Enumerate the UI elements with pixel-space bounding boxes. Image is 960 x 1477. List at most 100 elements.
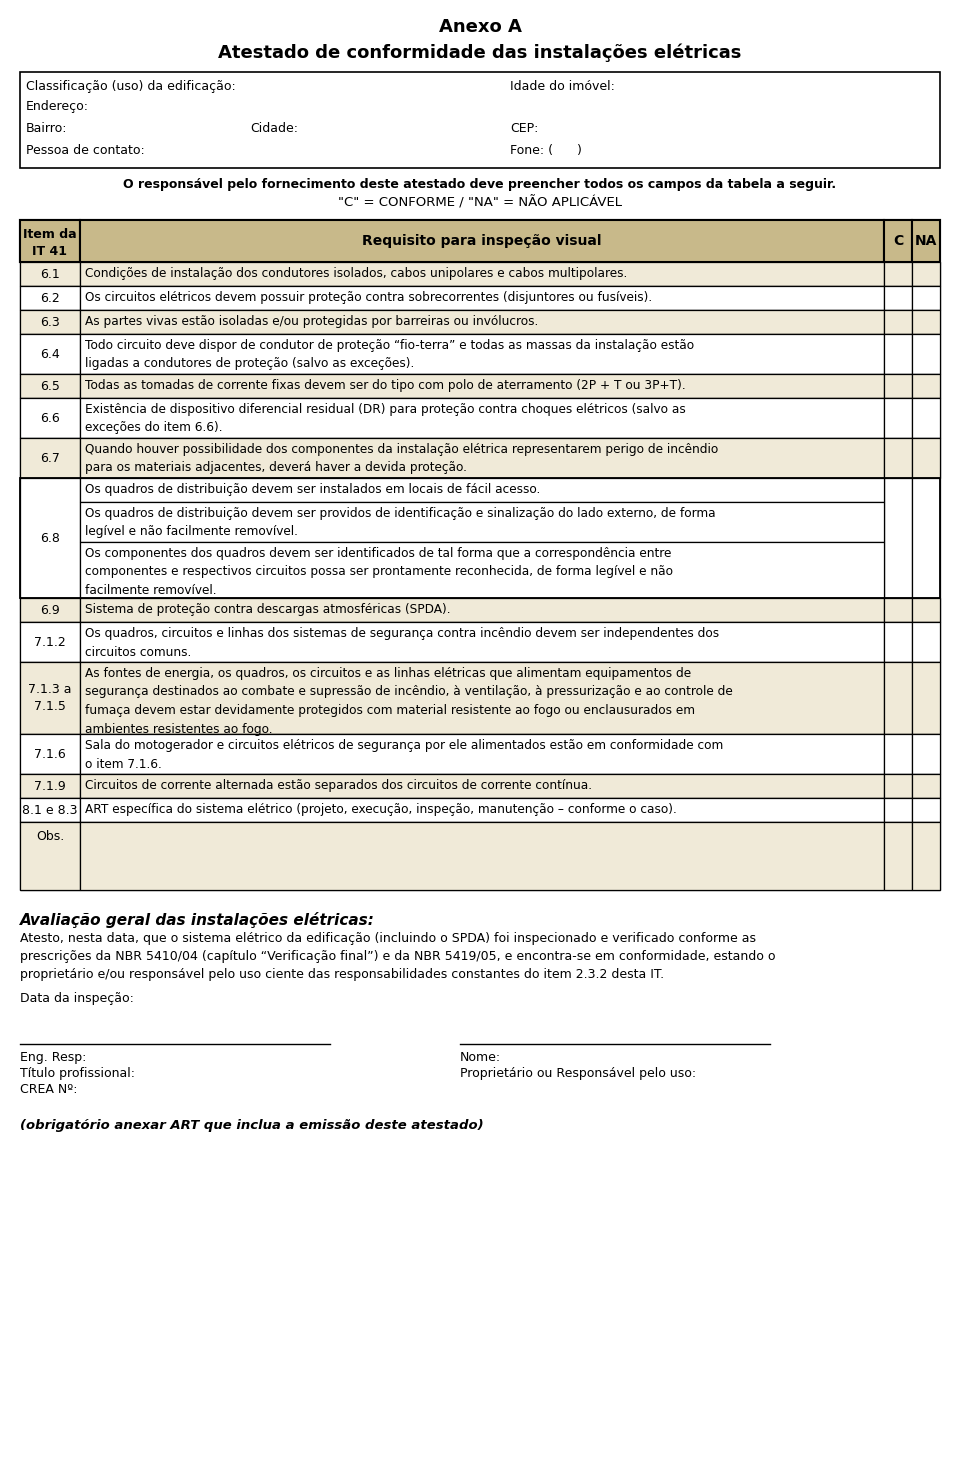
Bar: [884, 397, 912, 439]
Text: Pessoa de contato:: Pessoa de contato:: [26, 143, 145, 157]
Text: Fone: (      ): Fone: ( ): [510, 143, 582, 157]
Text: 6.1: 6.1: [40, 267, 60, 281]
Text: Todo circuito deve dispor de condutor de proteção “fio-terra” e todas as massas : Todo circuito deve dispor de condutor de…: [85, 340, 694, 371]
Text: 6.3: 6.3: [40, 316, 60, 328]
Text: Condições de instalação dos condutores isolados, cabos unipolares e cabos multip: Condições de instalação dos condutores i…: [85, 267, 627, 281]
Bar: [80, 287, 884, 310]
Bar: [80, 823, 884, 891]
Bar: [20, 439, 80, 479]
Bar: [20, 734, 80, 774]
Text: Bairro:: Bairro:: [26, 123, 67, 134]
Bar: [80, 774, 884, 798]
Bar: [20, 287, 80, 310]
Bar: [912, 734, 940, 774]
Bar: [80, 662, 884, 734]
Bar: [80, 502, 884, 542]
Text: Anexo A: Anexo A: [439, 18, 521, 35]
Bar: [20, 220, 940, 261]
Bar: [80, 734, 884, 774]
Text: 7.1.9: 7.1.9: [35, 780, 66, 793]
Bar: [884, 287, 912, 310]
Bar: [912, 374, 940, 397]
Bar: [884, 479, 912, 598]
Text: 7.1.6: 7.1.6: [35, 747, 66, 761]
Text: Os circuitos elétricos devem possuir proteção contra sobrecorrentes (disjuntores: Os circuitos elétricos devem possuir pro…: [85, 291, 652, 304]
Bar: [912, 479, 940, 598]
Bar: [20, 598, 80, 622]
Text: 6.9: 6.9: [40, 604, 60, 616]
Bar: [884, 798, 912, 823]
Bar: [912, 397, 940, 439]
Text: 6.4: 6.4: [40, 347, 60, 360]
Bar: [80, 542, 884, 598]
Text: 6.8: 6.8: [40, 532, 60, 545]
Text: Sistema de proteção contra descargas atmosféricas (SPDA).: Sistema de proteção contra descargas atm…: [85, 603, 450, 616]
Bar: [884, 823, 912, 891]
Bar: [912, 598, 940, 622]
Text: proprietário e/ou responsável pelo uso ciente das responsabilidades constantes d: proprietário e/ou responsável pelo uso c…: [20, 967, 664, 981]
Text: Obs.: Obs.: [36, 830, 64, 843]
Bar: [912, 662, 940, 734]
Bar: [20, 72, 940, 168]
Bar: [912, 220, 940, 261]
Text: Idade do imóvel:: Idade do imóvel:: [510, 80, 614, 93]
Text: Data da inspeção:: Data da inspeção:: [20, 993, 133, 1004]
Text: Nome:: Nome:: [460, 1052, 501, 1063]
Text: 8.1 e 8.3: 8.1 e 8.3: [22, 803, 78, 817]
Bar: [20, 823, 940, 891]
Text: Proprietário ou Responsável pelo uso:: Proprietário ou Responsável pelo uso:: [460, 1066, 696, 1080]
Text: Endereço:: Endereço:: [26, 100, 89, 114]
Bar: [20, 662, 940, 734]
Text: Item da
IT 41: Item da IT 41: [23, 227, 77, 258]
Bar: [884, 220, 912, 261]
Bar: [912, 622, 940, 662]
Text: 6.6: 6.6: [40, 412, 60, 424]
Bar: [912, 823, 940, 891]
Bar: [912, 439, 940, 479]
Bar: [20, 261, 940, 287]
Bar: [20, 662, 80, 734]
Bar: [20, 798, 80, 823]
Bar: [20, 374, 80, 397]
Text: O responsável pelo fornecimento deste atestado deve preencher todos os campos da: O responsável pelo fornecimento deste at…: [124, 179, 836, 191]
Bar: [884, 439, 912, 479]
Text: As fontes de energia, os quadros, os circuitos e as linhas elétricas que aliment: As fontes de energia, os quadros, os cir…: [85, 668, 732, 736]
Bar: [912, 261, 940, 287]
Text: Circuitos de corrente alternada estão separados dos circuitos de corrente contín: Circuitos de corrente alternada estão se…: [85, 778, 592, 792]
Bar: [20, 598, 940, 622]
Text: 6.5: 6.5: [40, 380, 60, 393]
Text: Sala do motogerador e circuitos elétricos de segurança por ele alimentados estão: Sala do motogerador e circuitos elétrico…: [85, 738, 723, 771]
Bar: [20, 261, 80, 287]
Text: Todas as tomadas de corrente fixas devem ser do tipo com polo de aterramento (2P: Todas as tomadas de corrente fixas devem…: [85, 380, 685, 391]
Text: Requisito para inspeção visual: Requisito para inspeção visual: [362, 233, 602, 248]
Bar: [20, 220, 80, 261]
Bar: [20, 334, 80, 374]
Bar: [20, 774, 940, 798]
Bar: [912, 334, 940, 374]
Bar: [884, 598, 912, 622]
Bar: [20, 479, 940, 598]
Bar: [20, 374, 940, 397]
Text: NA: NA: [915, 233, 937, 248]
Text: 6.7: 6.7: [40, 452, 60, 464]
Text: Os quadros de distribuição devem ser instalados em locais de fácil acesso.: Os quadros de distribuição devem ser ins…: [85, 483, 540, 496]
Text: "C" = CONFORME / "NA" = NÃO APLICÁVEL: "C" = CONFORME / "NA" = NÃO APLICÁVEL: [338, 196, 622, 210]
Text: Classificação (uso) da edificação:: Classificação (uso) da edificação:: [26, 80, 236, 93]
Bar: [884, 734, 912, 774]
Text: ART específica do sistema elétrico (projeto, execução, inspeção, manutenção – co: ART específica do sistema elétrico (proj…: [85, 803, 677, 815]
Bar: [912, 774, 940, 798]
Bar: [80, 310, 884, 334]
Bar: [20, 310, 940, 334]
Text: Os componentes dos quadros devem ser identificados de tal forma que a correspond: Os componentes dos quadros devem ser ide…: [85, 546, 673, 597]
Bar: [20, 287, 940, 310]
Bar: [80, 598, 884, 622]
Bar: [884, 622, 912, 662]
Bar: [80, 220, 884, 261]
Bar: [20, 334, 940, 374]
Bar: [20, 622, 940, 662]
Bar: [80, 334, 884, 374]
Bar: [20, 397, 940, 439]
Text: As partes vivas estão isoladas e/ou protegidas por barreiras ou invólucros.: As partes vivas estão isoladas e/ou prot…: [85, 315, 539, 328]
Text: 7.1.2: 7.1.2: [35, 635, 66, 648]
Bar: [80, 798, 884, 823]
